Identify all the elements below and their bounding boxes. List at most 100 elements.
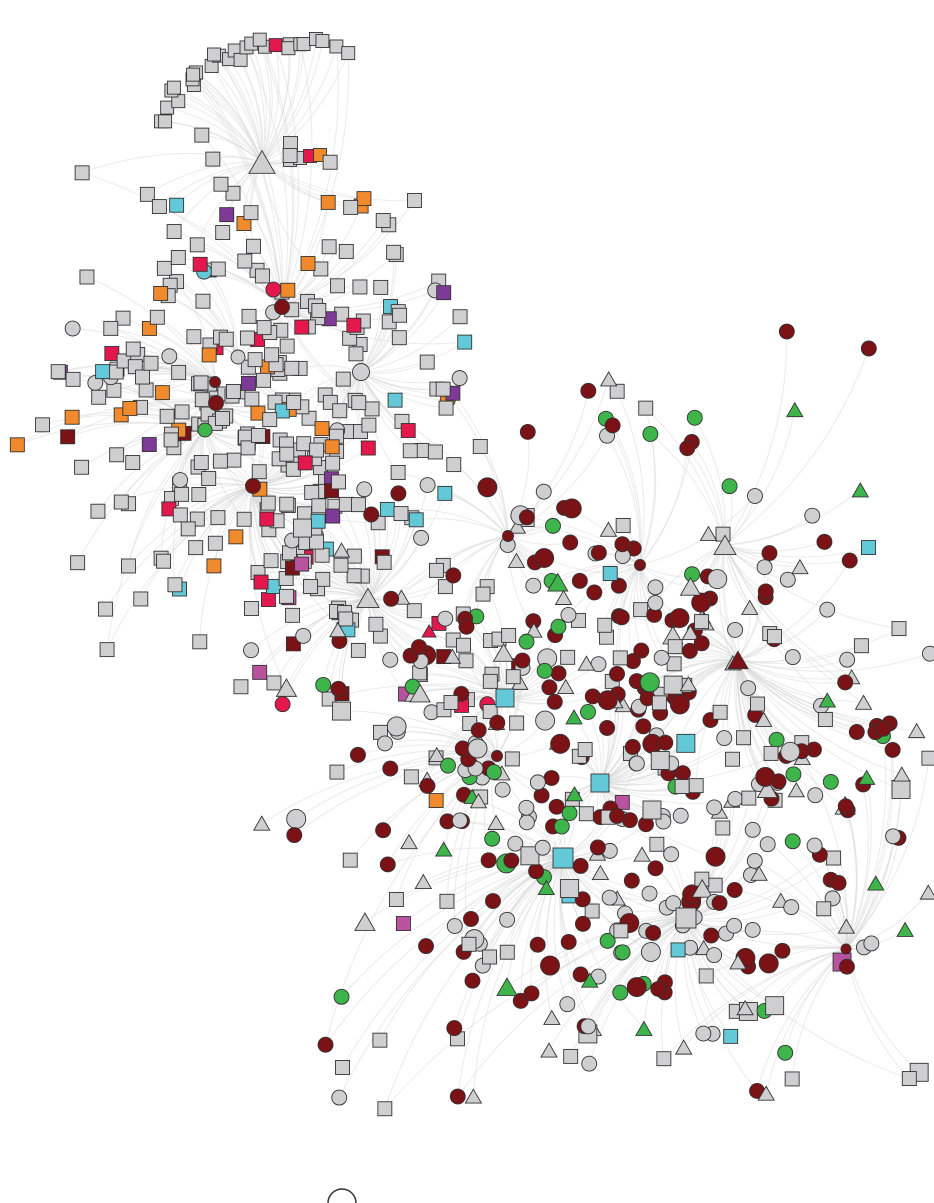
circle-node — [446, 918, 463, 935]
circle-node — [599, 932, 616, 949]
circle-node — [761, 545, 778, 562]
square-node — [99, 642, 115, 658]
edge — [261, 46, 337, 163]
edge — [159, 161, 263, 207]
square-node — [115, 310, 131, 326]
circle-node — [197, 422, 213, 438]
circle-node — [613, 609, 630, 626]
square-node — [437, 579, 453, 595]
square-node — [633, 602, 649, 618]
circle-node — [784, 833, 801, 850]
circle-node — [614, 944, 631, 961]
triangle-node — [851, 482, 870, 498]
edge — [639, 448, 688, 566]
edge — [110, 327, 216, 383]
square-node — [65, 371, 81, 387]
circle-node — [726, 917, 743, 934]
square-node — [674, 779, 690, 794]
circle-node — [634, 559, 646, 571]
triangle-node — [547, 572, 569, 592]
square-node — [60, 429, 76, 445]
square-node — [225, 383, 241, 399]
edge — [211, 65, 263, 163]
square-node — [259, 511, 275, 527]
edge — [390, 659, 506, 699]
square-node — [281, 41, 296, 56]
square-node — [578, 806, 594, 822]
square-node — [675, 907, 697, 929]
square-node — [188, 540, 204, 556]
square-node — [294, 556, 310, 572]
square-node — [688, 778, 704, 794]
circle-node — [626, 977, 647, 998]
edge — [325, 857, 564, 1046]
square-node — [342, 852, 358, 868]
square-node — [707, 877, 723, 893]
square-node — [166, 224, 182, 239]
square-node — [74, 165, 90, 181]
edge — [737, 659, 857, 733]
triangle-node — [791, 558, 809, 575]
circle-node — [553, 818, 570, 835]
square-node — [816, 901, 832, 917]
square-node — [207, 47, 221, 62]
square-node — [247, 352, 263, 368]
edge — [645, 407, 726, 546]
square-node — [70, 555, 86, 571]
square-node — [391, 330, 407, 346]
square-node — [446, 457, 462, 473]
square-node — [244, 391, 260, 407]
edge — [281, 290, 436, 313]
edge — [157, 316, 216, 383]
edge — [275, 44, 300, 308]
circle-node — [350, 746, 366, 763]
edge — [507, 535, 611, 574]
edge — [240, 59, 264, 163]
square-node — [457, 334, 473, 350]
square-node — [891, 621, 907, 637]
square-node — [186, 329, 202, 345]
square-node — [35, 417, 51, 433]
edge — [261, 45, 280, 163]
edge — [530, 857, 564, 994]
triangle-node — [599, 521, 618, 537]
square-node — [95, 364, 111, 380]
edge — [367, 537, 422, 599]
square-node — [122, 400, 138, 416]
edge — [737, 659, 848, 669]
circle-node — [562, 534, 579, 551]
circle-node — [816, 533, 833, 550]
square-node — [156, 553, 172, 569]
square-node — [435, 381, 451, 397]
square-node — [403, 769, 419, 785]
square-node — [712, 704, 728, 720]
circle-node — [778, 323, 795, 340]
circle-node — [726, 882, 743, 898]
square-node — [373, 279, 389, 295]
edge — [506, 857, 564, 987]
edge — [685, 857, 834, 919]
square-node — [509, 715, 525, 731]
square-node — [156, 260, 172, 276]
square-node — [346, 317, 362, 333]
edge — [17, 401, 217, 446]
edge — [489, 857, 564, 958]
circle-node — [485, 893, 501, 909]
edge — [845, 948, 910, 1079]
edge — [367, 493, 399, 599]
circle-node — [744, 821, 761, 838]
square-node — [650, 751, 670, 770]
triangle-node — [565, 709, 583, 725]
square-node — [332, 701, 352, 721]
edge — [553, 857, 568, 1005]
circle-node — [758, 953, 779, 974]
circle-node — [642, 426, 659, 442]
square-node — [325, 455, 341, 471]
triangle-node — [496, 977, 518, 996]
square-node — [243, 601, 259, 616]
edge — [737, 628, 900, 662]
square-node — [262, 412, 278, 428]
square-node — [861, 540, 876, 556]
triangle-node — [854, 694, 873, 710]
square-node — [649, 836, 665, 852]
